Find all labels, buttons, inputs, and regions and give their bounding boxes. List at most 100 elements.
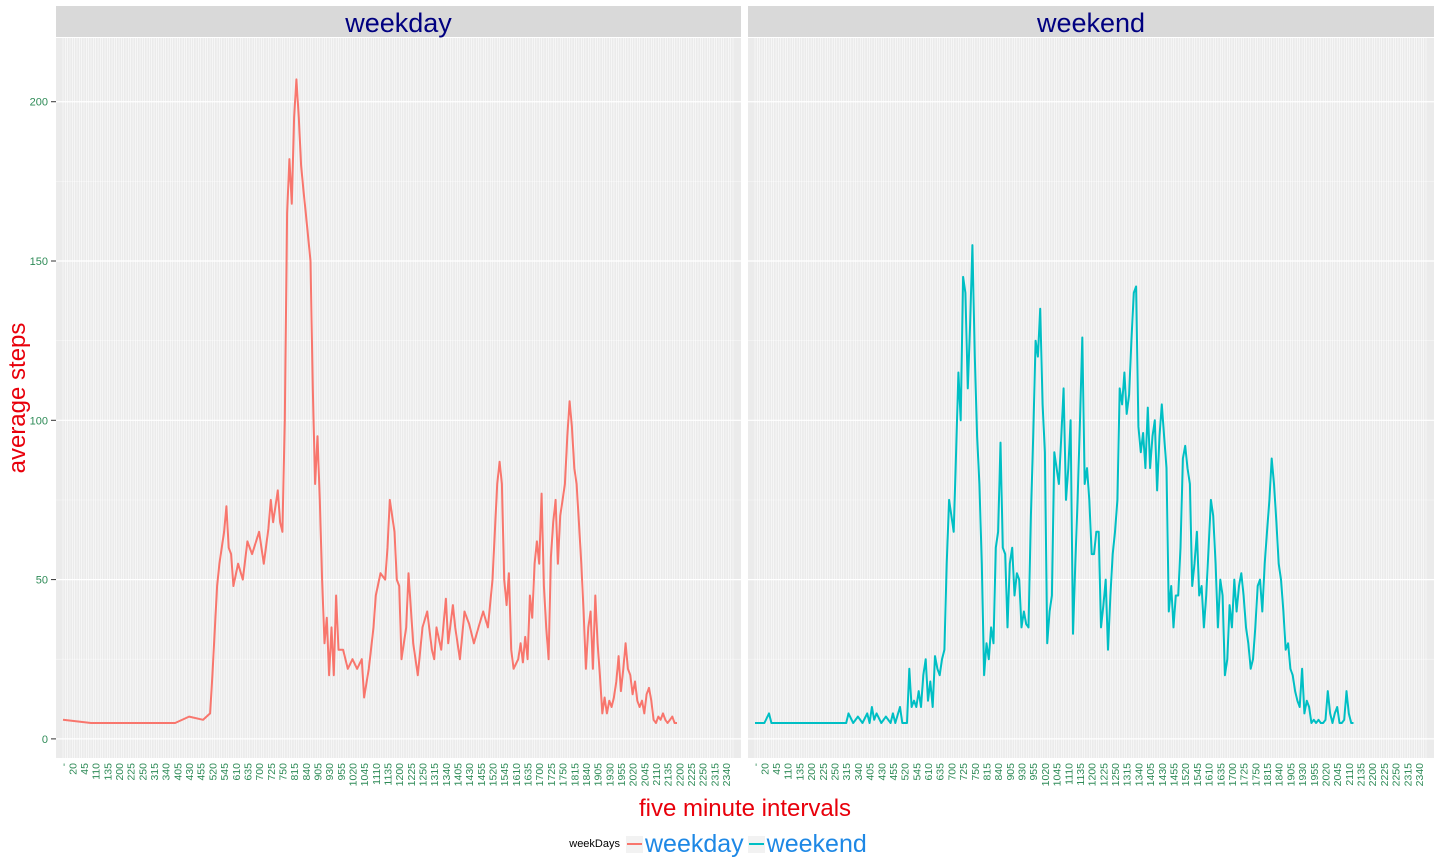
x-tick-label: 225 <box>818 763 830 781</box>
x-tick-label: 1110 <box>371 763 383 785</box>
x-tick-label: 1955 <box>616 763 628 787</box>
x-tick-label: 1430 <box>464 763 476 787</box>
x-tick-label: 1545 <box>499 763 511 787</box>
x-tick-label: 455 <box>196 763 208 781</box>
x-tick-label: 1250 <box>418 763 430 787</box>
x-tick-label: 2110 <box>1344 763 1356 786</box>
x-tick-label: 1520 <box>488 763 500 787</box>
x-tick-label: 1520 <box>1180 763 1192 787</box>
x-tick-label: 455 <box>888 763 900 781</box>
x-tick-label: 545 <box>219 763 231 781</box>
x-tick-label: 135 <box>102 763 114 781</box>
x-tick-label: 1455 <box>1168 763 1180 787</box>
x-tick-label: 20 <box>67 763 79 775</box>
x-tick-label: 45 <box>771 763 783 775</box>
x-tick-label: 1700 <box>1227 763 1239 787</box>
x-tick-label: 2200 <box>1367 763 1379 787</box>
x-tick-label: 1110 <box>1063 763 1075 785</box>
x-tick-label: 2135 <box>1356 763 1368 787</box>
legend-item-weekday: weekday <box>626 830 744 859</box>
x-tick-label: 2250 <box>1391 763 1403 787</box>
x-tick-label: 1430 <box>1157 763 1169 787</box>
x-tick-label: 1610 <box>1204 763 1216 787</box>
x-tick-label: 1135 <box>382 763 394 786</box>
x-tick-label: 1545 <box>1192 763 1204 787</box>
x-tick-label: 1340 <box>1133 763 1145 787</box>
x-tick-label: 955 <box>1028 763 1040 781</box>
x-tick-label: 250 <box>137 763 149 781</box>
x-tick-label: 520 <box>207 763 219 781</box>
x-tick-label: 340 <box>161 763 173 781</box>
x-tick-label: 200 <box>806 763 818 781</box>
x-tick-label: 1725 <box>546 763 558 787</box>
x-tick-label: 815 <box>289 763 301 781</box>
x-tick-label: 750 <box>277 763 289 781</box>
x-tick-label: 1250 <box>1110 763 1122 787</box>
x-tick-label: 1045 <box>1052 763 1064 787</box>
x-tick-label: 1455 <box>476 763 488 787</box>
y-axis-title: average steps <box>4 323 31 474</box>
x-tick-label: 815 <box>981 763 993 781</box>
x-tick-label: 1750 <box>558 763 570 787</box>
x-axis-title: five minute intervals <box>639 795 851 822</box>
x-tick-label: 1725 <box>1239 763 1251 787</box>
x-tick-label: 1315 <box>429 763 441 787</box>
legend-title: weekDays <box>569 838 620 850</box>
x-tick-label: 1840 <box>1274 763 1286 787</box>
x-tick-label: 2225 <box>686 763 698 787</box>
x-tick-label: 2315 <box>1402 763 1414 787</box>
x-tick-label: 2110 <box>651 763 663 786</box>
x-tick-label: 225 <box>126 763 138 781</box>
x-tick-label: 200 <box>114 763 126 781</box>
x-tick-label: 430 <box>876 763 888 781</box>
facet-strip-label: weekday <box>344 8 452 38</box>
x-tick-label: 1750 <box>1250 763 1262 787</box>
x-tick-label: 2250 <box>698 763 710 787</box>
x-tick-label: 725 <box>958 763 970 781</box>
facet-strip-label: weekend <box>1036 8 1145 38</box>
x-tick-label: 1200 <box>394 763 406 787</box>
x-tick-label: 315 <box>149 763 161 781</box>
x-tick-label: 20 <box>759 763 771 775</box>
y-tick-label: 200 <box>30 97 48 109</box>
x-tick-label: 610 <box>231 763 243 781</box>
legend-key-weekday <box>626 835 643 853</box>
x-tick-label: 905 <box>1005 763 1017 781</box>
x-tick-label: 1135 <box>1075 763 1087 786</box>
x-tick-label: 315 <box>841 763 853 781</box>
x-tick-label: 930 <box>324 763 336 781</box>
legend: weekDays weekday weekend <box>0 826 1440 862</box>
x-tick-label: 110 <box>783 763 795 780</box>
x-tick-label: 700 <box>254 763 266 781</box>
x-tick-label: 750 <box>970 763 982 781</box>
x-tick-label: 250 <box>829 763 841 781</box>
x-tick-label: 2135 <box>663 763 675 787</box>
x-tick-label: 2045 <box>639 763 651 787</box>
x-tick-label: 1635 <box>523 763 535 787</box>
y-tick-label: 150 <box>30 256 48 268</box>
x-tick-label: 2020 <box>1320 763 1332 787</box>
x-tick-label: 520 <box>900 763 912 781</box>
x-tick-label: - <box>59 763 70 766</box>
chart-canvas: weekday-20 45 110 135 200 225 250 315 340 405 430 4… <box>4 6 1434 822</box>
x-tick-label: 1930 <box>604 763 616 787</box>
x-tick-label: 1315 <box>1122 763 1134 787</box>
x-tick-label: 955 <box>336 763 348 781</box>
x-tick-label: 840 <box>301 763 313 781</box>
x-tick-label: 905 <box>312 763 324 781</box>
x-tick-label: 1700 <box>534 763 546 787</box>
x-tick-label: 1225 <box>1098 763 1110 787</box>
facet-strip <box>748 6 1434 37</box>
legend-label-weekday: weekday <box>645 829 744 858</box>
x-tick-label: 1405 <box>453 763 465 787</box>
x-tick-label: 1840 <box>581 763 593 787</box>
x-tick-label: 2340 <box>721 763 733 787</box>
x-tick-label: 2315 <box>709 763 721 787</box>
x-tick-label: - <box>751 763 762 766</box>
x-tick-label: 430 <box>184 763 196 781</box>
x-tick-label: 1610 <box>511 763 523 787</box>
series-line-weekday <box>62 78 677 724</box>
x-tick-label: 1020 <box>347 763 359 787</box>
facet-panels: weekday-20 45 110 135 200 225 250 315 340 405 430 4… <box>30 6 1434 786</box>
x-tick-label: 1930 <box>1297 763 1309 787</box>
